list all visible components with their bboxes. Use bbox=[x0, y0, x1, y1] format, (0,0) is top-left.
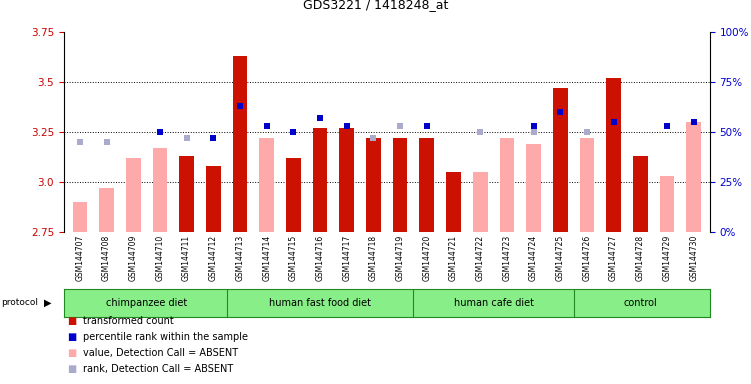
Bar bbox=[179, 156, 194, 232]
Bar bbox=[259, 138, 274, 232]
Text: GSM144707: GSM144707 bbox=[75, 234, 84, 281]
Text: GSM144711: GSM144711 bbox=[182, 234, 191, 281]
Text: GDS3221 / 1418248_at: GDS3221 / 1418248_at bbox=[303, 0, 448, 11]
Text: protocol: protocol bbox=[1, 298, 38, 308]
Bar bbox=[393, 138, 408, 232]
Text: GSM144730: GSM144730 bbox=[689, 234, 698, 281]
Text: GSM144716: GSM144716 bbox=[315, 234, 324, 281]
Bar bbox=[152, 148, 167, 232]
Bar bbox=[420, 138, 434, 232]
Bar bbox=[553, 88, 568, 232]
Bar bbox=[206, 166, 221, 232]
Bar bbox=[633, 156, 647, 232]
Text: percentile rank within the sample: percentile rank within the sample bbox=[83, 332, 248, 342]
Bar bbox=[473, 172, 487, 232]
Text: GSM144713: GSM144713 bbox=[236, 234, 245, 281]
Text: ■: ■ bbox=[68, 364, 77, 374]
Text: GSM144714: GSM144714 bbox=[262, 234, 271, 281]
Bar bbox=[686, 122, 701, 232]
Text: GSM144720: GSM144720 bbox=[422, 234, 431, 281]
Bar bbox=[526, 144, 541, 232]
Text: ■: ■ bbox=[68, 348, 77, 358]
Text: GSM144728: GSM144728 bbox=[636, 234, 645, 281]
Text: GSM144708: GSM144708 bbox=[102, 234, 111, 281]
Text: GSM144727: GSM144727 bbox=[609, 234, 618, 281]
Bar bbox=[312, 128, 327, 232]
Text: GSM144724: GSM144724 bbox=[529, 234, 538, 281]
Bar bbox=[366, 138, 381, 232]
Text: GSM144717: GSM144717 bbox=[342, 234, 351, 281]
Text: rank, Detection Call = ABSENT: rank, Detection Call = ABSENT bbox=[83, 364, 233, 374]
Text: GSM144710: GSM144710 bbox=[155, 234, 164, 281]
Text: GSM144719: GSM144719 bbox=[396, 234, 405, 281]
Bar bbox=[339, 128, 354, 232]
Text: chimpanzee diet: chimpanzee diet bbox=[106, 298, 187, 308]
Text: GSM144712: GSM144712 bbox=[209, 234, 218, 281]
Text: value, Detection Call = ABSENT: value, Detection Call = ABSENT bbox=[83, 348, 238, 358]
Text: GSM144729: GSM144729 bbox=[662, 234, 671, 281]
Text: GSM144723: GSM144723 bbox=[502, 234, 511, 281]
Bar bbox=[446, 172, 461, 232]
Text: transformed count: transformed count bbox=[83, 316, 173, 326]
Bar bbox=[126, 158, 140, 232]
Text: GSM144721: GSM144721 bbox=[449, 234, 458, 281]
Text: GSM144715: GSM144715 bbox=[289, 234, 298, 281]
Text: human fast food diet: human fast food diet bbox=[269, 298, 371, 308]
Text: GSM144718: GSM144718 bbox=[369, 234, 378, 281]
Bar bbox=[606, 78, 621, 232]
Text: ■: ■ bbox=[68, 316, 77, 326]
Bar bbox=[233, 56, 247, 232]
Bar bbox=[499, 138, 514, 232]
Bar bbox=[659, 175, 674, 232]
Text: GSM144722: GSM144722 bbox=[475, 234, 484, 281]
Text: control: control bbox=[623, 298, 657, 308]
Text: human cafe diet: human cafe diet bbox=[454, 298, 533, 308]
Text: GSM144709: GSM144709 bbox=[128, 234, 137, 281]
Text: GSM144726: GSM144726 bbox=[583, 234, 592, 281]
Bar bbox=[99, 188, 114, 232]
Bar bbox=[73, 202, 87, 232]
Text: ■: ■ bbox=[68, 332, 77, 342]
Text: GSM144725: GSM144725 bbox=[556, 234, 565, 281]
Bar bbox=[286, 158, 300, 232]
Text: ▶: ▶ bbox=[44, 298, 51, 308]
Bar bbox=[580, 138, 594, 232]
